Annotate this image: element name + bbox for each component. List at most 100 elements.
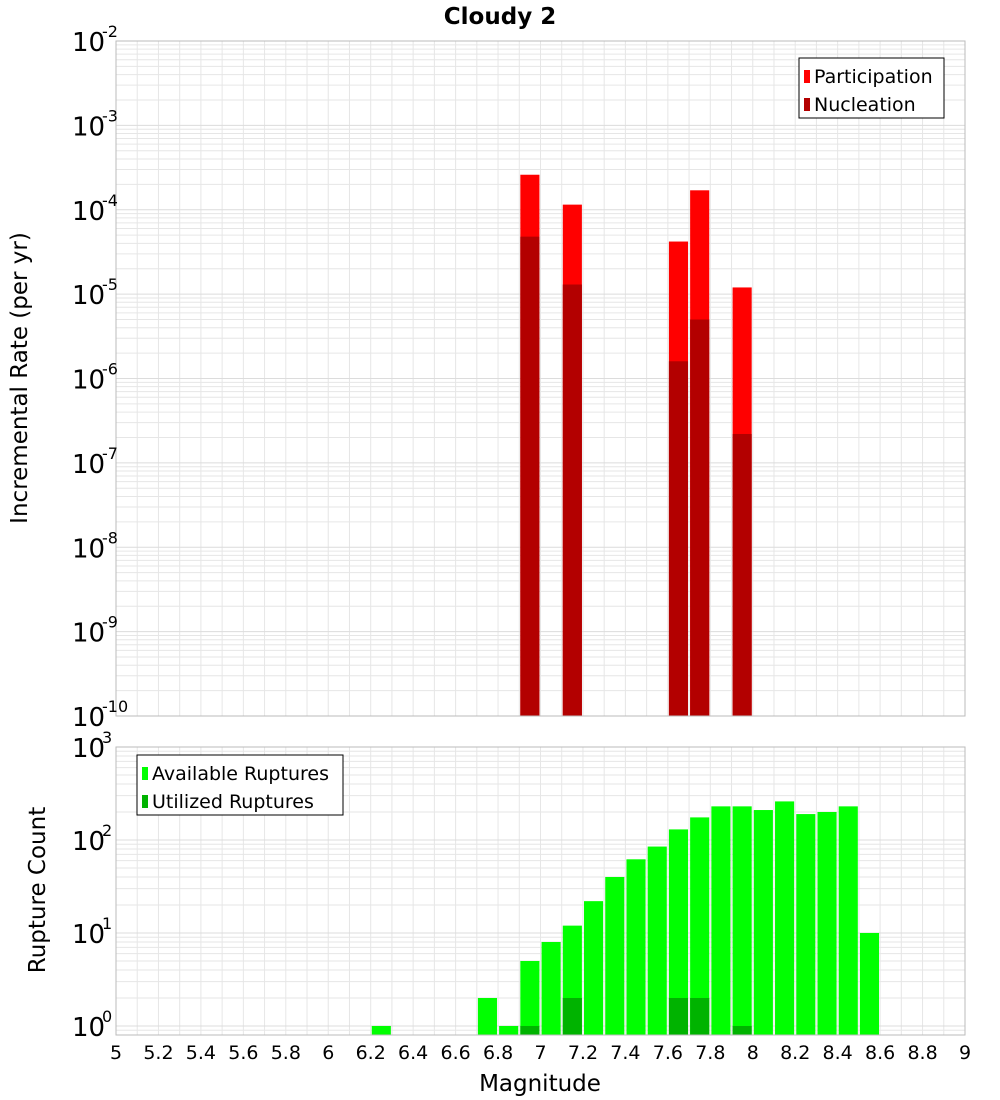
- bottom-y-tick-label: 10: [72, 827, 105, 857]
- x-tick-label: 7.6: [653, 1042, 683, 1064]
- utilized-ruptures-bar: [562, 997, 582, 1035]
- available-ruptures-bar: [753, 810, 773, 1035]
- top-y-tick-label: 10: [72, 28, 105, 58]
- available-ruptures-bar: [605, 877, 625, 1035]
- top-y-tick-exponent: -6: [102, 360, 118, 379]
- utilized-ruptures-bar: [732, 1025, 752, 1035]
- available-ruptures-bar: [647, 846, 667, 1035]
- bottom-y-tick-label: 10: [72, 734, 105, 764]
- available-ruptures-bar: [477, 997, 497, 1035]
- top-y-tick-label: 10: [72, 197, 105, 227]
- bottom-y-tick-label: 10: [72, 920, 105, 950]
- available-ruptures-bar: [796, 814, 816, 1035]
- available-ruptures-bar: [584, 901, 604, 1035]
- x-tick-label: 5.6: [228, 1042, 258, 1064]
- participation-series: [520, 174, 752, 717]
- bottom-legend-label: Available Ruptures: [152, 763, 329, 785]
- x-tick-label: 8.6: [865, 1042, 895, 1064]
- available-ruptures-bar: [711, 806, 731, 1035]
- x-tick-label: 6.4: [398, 1042, 428, 1064]
- x-tick-label: 7.2: [568, 1042, 598, 1064]
- bottom-legend-box: [136, 754, 344, 816]
- bottom-y-tick-exponent: 2: [102, 821, 112, 840]
- x-tick-label: 7.8: [695, 1042, 725, 1064]
- nucleation-series: [520, 236, 752, 716]
- top-grid: [115, 41, 966, 717]
- available-ruptures-bar: [626, 859, 646, 1035]
- top-y-tick-exponent: -10: [102, 697, 128, 716]
- nucleation-bar: [668, 361, 689, 716]
- top-y-tick-label: 10: [72, 450, 105, 480]
- available-ruptures-series: [371, 801, 880, 1035]
- top-legend-swatch: [804, 70, 810, 83]
- available-ruptures-bar: [690, 817, 710, 1035]
- top-y-tick-label: 10: [72, 281, 105, 311]
- chart-title: Cloudy 2: [444, 4, 556, 30]
- x-tick-label: 8.8: [907, 1042, 937, 1064]
- bottom-plot-border: [115, 746, 966, 1036]
- available-ruptures-bar: [668, 829, 689, 1035]
- top-y-tick-exponent: -9: [102, 613, 118, 632]
- available-ruptures-bar: [838, 806, 858, 1035]
- bottom-legend-swatch: [142, 795, 148, 808]
- top-y-tick-label: 10: [72, 703, 105, 733]
- top-y-tick-exponent: -7: [102, 444, 118, 463]
- available-ruptures-bar: [371, 1025, 391, 1035]
- x-tick-label: 6.2: [356, 1042, 386, 1064]
- nucleation-bar: [690, 319, 710, 716]
- available-ruptures-bar: [732, 806, 752, 1035]
- x-tick-label: 8.2: [780, 1042, 810, 1064]
- bottom-y-tick-exponent: 3: [102, 728, 112, 747]
- x-tick-label: 7.4: [610, 1042, 640, 1064]
- x-tick-label: 9: [959, 1042, 971, 1064]
- top-legend-box: [798, 57, 945, 119]
- available-ruptures-bar: [541, 942, 561, 1035]
- utilized-ruptures-bar: [690, 997, 710, 1035]
- x-tick-label: 5.4: [186, 1042, 216, 1064]
- bottom-legend: Available Ruptures Utilized Ruptures: [136, 754, 344, 816]
- utilized-ruptures-series: [520, 997, 752, 1035]
- x-tick-label: 6.8: [483, 1042, 513, 1064]
- top-y-tick-exponent: -4: [102, 191, 118, 210]
- top-y-tick-label: 10: [72, 534, 105, 564]
- top-legend-label: Nucleation: [814, 94, 916, 116]
- nucleation-bar: [562, 284, 582, 716]
- bottom-y-tick-exponent: 1: [102, 914, 112, 933]
- available-ruptures-bar: [520, 960, 540, 1035]
- x-tick-label: 8.4: [823, 1042, 853, 1064]
- top-plot-border: [115, 40, 966, 717]
- x-tick-label: 6: [322, 1042, 334, 1064]
- nucleation-bar: [520, 236, 540, 716]
- available-ruptures-bar: [775, 801, 795, 1035]
- utilized-ruptures-bar: [668, 997, 689, 1035]
- x-tick-label: 5.8: [271, 1042, 301, 1064]
- top-y-tick-exponent: -3: [102, 106, 118, 125]
- bottom-legend-swatch: [142, 767, 148, 780]
- top-y-tick-exponent: -5: [102, 275, 118, 294]
- top-legend: Participation Nucleation: [798, 57, 945, 119]
- top-y-axis-label: Incremental Rate (per yr): [7, 232, 33, 524]
- x-tick-label: 6.6: [440, 1042, 470, 1064]
- available-ruptures-bar: [499, 1025, 519, 1035]
- nucleation-bar: [732, 433, 752, 716]
- top-legend-label: Participation: [814, 66, 933, 88]
- top-y-tick-label: 10: [72, 619, 105, 649]
- bottom-y-axis-label: Rupture Count: [25, 807, 51, 973]
- top-y-tick-exponent: -2: [102, 22, 118, 41]
- bottom-y-tick-label: 10: [72, 1013, 105, 1043]
- available-ruptures-bar: [817, 812, 837, 1035]
- top-legend-swatch: [804, 98, 810, 111]
- top-y-tick-label: 10: [72, 112, 105, 142]
- x-tick-label: 5: [110, 1042, 122, 1064]
- available-ruptures-bar: [859, 932, 880, 1035]
- utilized-ruptures-bar: [520, 1025, 540, 1035]
- bottom-legend-label: Utilized Ruptures: [152, 791, 314, 813]
- x-tick-label: 8: [747, 1042, 759, 1064]
- x-tick-label: 7: [534, 1042, 546, 1064]
- top-y-tick-label: 10: [72, 366, 105, 396]
- x-tick-label: 5.2: [143, 1042, 173, 1064]
- x-axis-label: Magnitude: [479, 1071, 601, 1097]
- top-y-tick-exponent: -8: [102, 528, 118, 547]
